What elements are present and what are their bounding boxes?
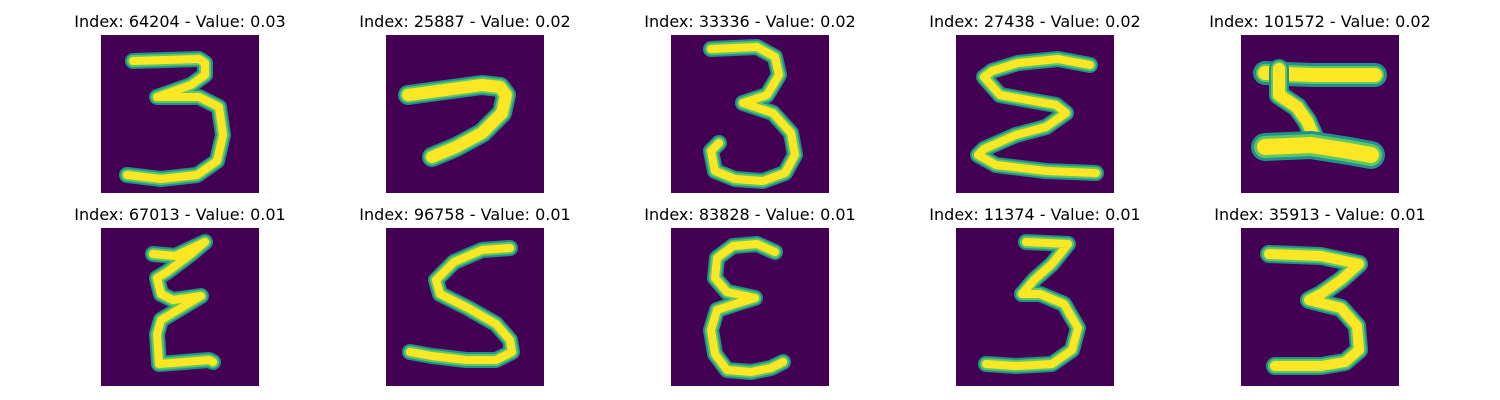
- digit-7-image: [386, 35, 544, 193]
- digit-3-image: [101, 35, 259, 193]
- panel-title: Index: 11374 - Value: 0.01: [929, 205, 1141, 224]
- panel-title: Index: 27438 - Value: 0.02: [929, 12, 1141, 31]
- panel-4: Index: 27438 - Value: 0.02: [885, 12, 1185, 202]
- panel-title: Index: 25887 - Value: 0.02: [359, 12, 571, 31]
- digit-3-image: [671, 35, 829, 193]
- panel-2: Index: 25887 - Value: 0.02: [315, 12, 615, 202]
- digit-3-image: [1241, 228, 1399, 386]
- digit-z-image: [101, 228, 259, 386]
- panel-title: Index: 101572 - Value: 0.02: [1209, 12, 1431, 31]
- panel-9: Index: 11374 - Value: 0.01: [885, 205, 1185, 395]
- panel-title: Index: 35913 - Value: 0.01: [1214, 205, 1426, 224]
- digit-3-image: [956, 228, 1114, 386]
- panel-7: Index: 96758 - Value: 0.01: [315, 205, 615, 395]
- panel-title: Index: 67013 - Value: 0.01: [74, 205, 286, 224]
- panel-5: Index: 101572 - Value: 0.02: [1170, 12, 1470, 202]
- panel-title: Index: 64204 - Value: 0.03: [74, 12, 286, 31]
- digit-reversed-3-image: [671, 228, 829, 386]
- panel-1: Index: 64204 - Value: 0.03: [30, 12, 330, 202]
- panel-3: Index: 33336 - Value: 0.02: [600, 12, 900, 202]
- digit-5-image: [386, 228, 544, 386]
- panel-8: Index: 83828 - Value: 0.01: [600, 205, 900, 395]
- panel-10: Index: 35913 - Value: 0.01: [1170, 205, 1470, 395]
- panel-title: Index: 96758 - Value: 0.01: [359, 205, 571, 224]
- digit-sigma-image: [956, 35, 1114, 193]
- panel-title: Index: 83828 - Value: 0.01: [644, 205, 856, 224]
- panel-6: Index: 67013 - Value: 0.01: [30, 205, 330, 395]
- digit-5-image: [1241, 35, 1399, 193]
- panel-title: Index: 33336 - Value: 0.02: [644, 12, 856, 31]
